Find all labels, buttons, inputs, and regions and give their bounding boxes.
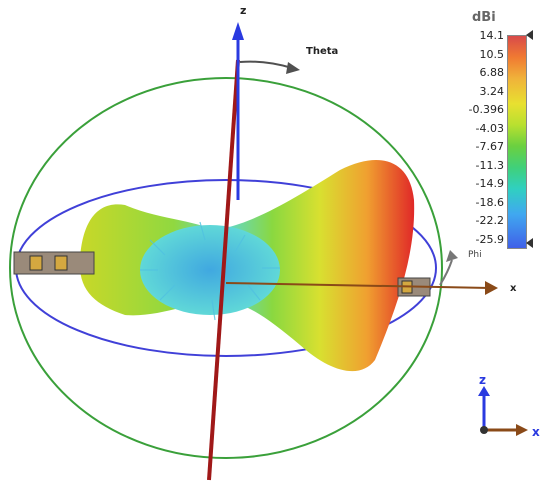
z-axis-label: z [240, 4, 246, 17]
phi-label: Phi [468, 250, 482, 260]
legend-tick-label: -4.03 [475, 121, 504, 135]
legend-title: dBi [472, 10, 496, 25]
core-spikes [140, 221, 280, 321]
legend-tick-label: 6.88 [479, 66, 505, 80]
antenna-element [54, 255, 68, 271]
legend-tick-label: -0.396 [468, 103, 504, 117]
color-legend: dBi 14.1 10.5 6.88 3.24 -0.396 -4.03 -7.67 -11.… [456, 10, 536, 249]
legend-top-marker[interactable] [526, 30, 533, 40]
legend-tick-label: -11.3 [475, 158, 504, 172]
legend-tick-label: -7.67 [475, 140, 504, 154]
x-axis-arrowhead [485, 281, 498, 295]
antenna-board-left [13, 251, 95, 275]
legend-color-bar [507, 35, 527, 249]
z-axis-rod [207, 59, 240, 481]
x-axis-label: x [510, 283, 517, 294]
x-axis-arrow [225, 282, 491, 289]
legend-tick-label: 10.5 [479, 47, 505, 61]
triad-x-arrowhead [516, 424, 528, 436]
legend-tick-label: -18.6 [475, 195, 504, 209]
triad-z-label: z [479, 373, 486, 387]
triad-z-arrowhead [478, 386, 490, 396]
theta-arrow [239, 60, 293, 69]
legend-bottom-marker[interactable] [526, 238, 533, 248]
legend-tick-label: 3.24 [479, 84, 505, 98]
z-axis-arrowhead [232, 22, 244, 40]
right-lobe [225, 160, 415, 372]
triad-x-label: x [532, 425, 540, 439]
pattern-core [140, 225, 280, 315]
phi-arrowhead [446, 250, 458, 262]
legend-tick-label: 14.1 [479, 29, 505, 42]
sphere-meridian-circle [9, 77, 443, 459]
theta-label: Theta [306, 46, 338, 57]
legend-tick-label: -25.9 [475, 233, 504, 246]
legend-ticks: 14.1 10.5 6.88 3.24 -0.396 -4.03 -7.67 -11.3 -14… [456, 29, 505, 247]
legend-tick-label: -14.9 [475, 177, 504, 191]
antenna-element [29, 255, 43, 271]
legend-tick-label: -22.2 [475, 214, 504, 228]
phi-arrow [439, 259, 453, 286]
theta-arrowhead [286, 62, 300, 74]
triad-origin [480, 426, 488, 434]
